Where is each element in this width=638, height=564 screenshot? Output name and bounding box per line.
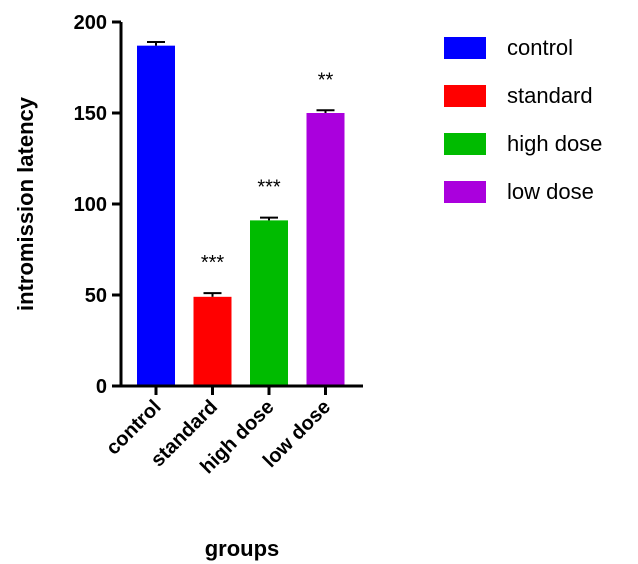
legend-label: high dose (507, 131, 602, 156)
legend-swatch (444, 181, 486, 203)
legend-label: standard (507, 83, 593, 108)
significance-label: *** (201, 252, 225, 274)
bar-standard (193, 296, 232, 386)
legend-swatch (444, 37, 486, 59)
bars-layer (137, 41, 345, 386)
y-ticks: 0 50 100 150 200 (74, 12, 121, 398)
bar-low-dose (306, 113, 345, 386)
bar-high-dose (250, 220, 288, 386)
legend-swatch (444, 133, 486, 155)
legend: control standard high dose low dose (444, 35, 602, 204)
legend-label: control (507, 35, 573, 60)
significance-labels: ******** (201, 69, 334, 274)
x-axis-title: groups (205, 536, 280, 561)
y-tick-label: 0 (96, 376, 107, 398)
y-tick-label: 50 (85, 285, 107, 307)
legend-swatch (444, 85, 486, 107)
significance-label: ** (318, 69, 334, 91)
legend-label: low dose (507, 179, 594, 204)
y-tick-label: 100 (74, 194, 107, 216)
y-tick-label: 150 (74, 103, 107, 125)
bar-control (137, 45, 175, 386)
significance-label: *** (257, 177, 281, 199)
y-axis-title: intromission latency (13, 96, 38, 311)
y-tick-label: 200 (74, 12, 107, 34)
